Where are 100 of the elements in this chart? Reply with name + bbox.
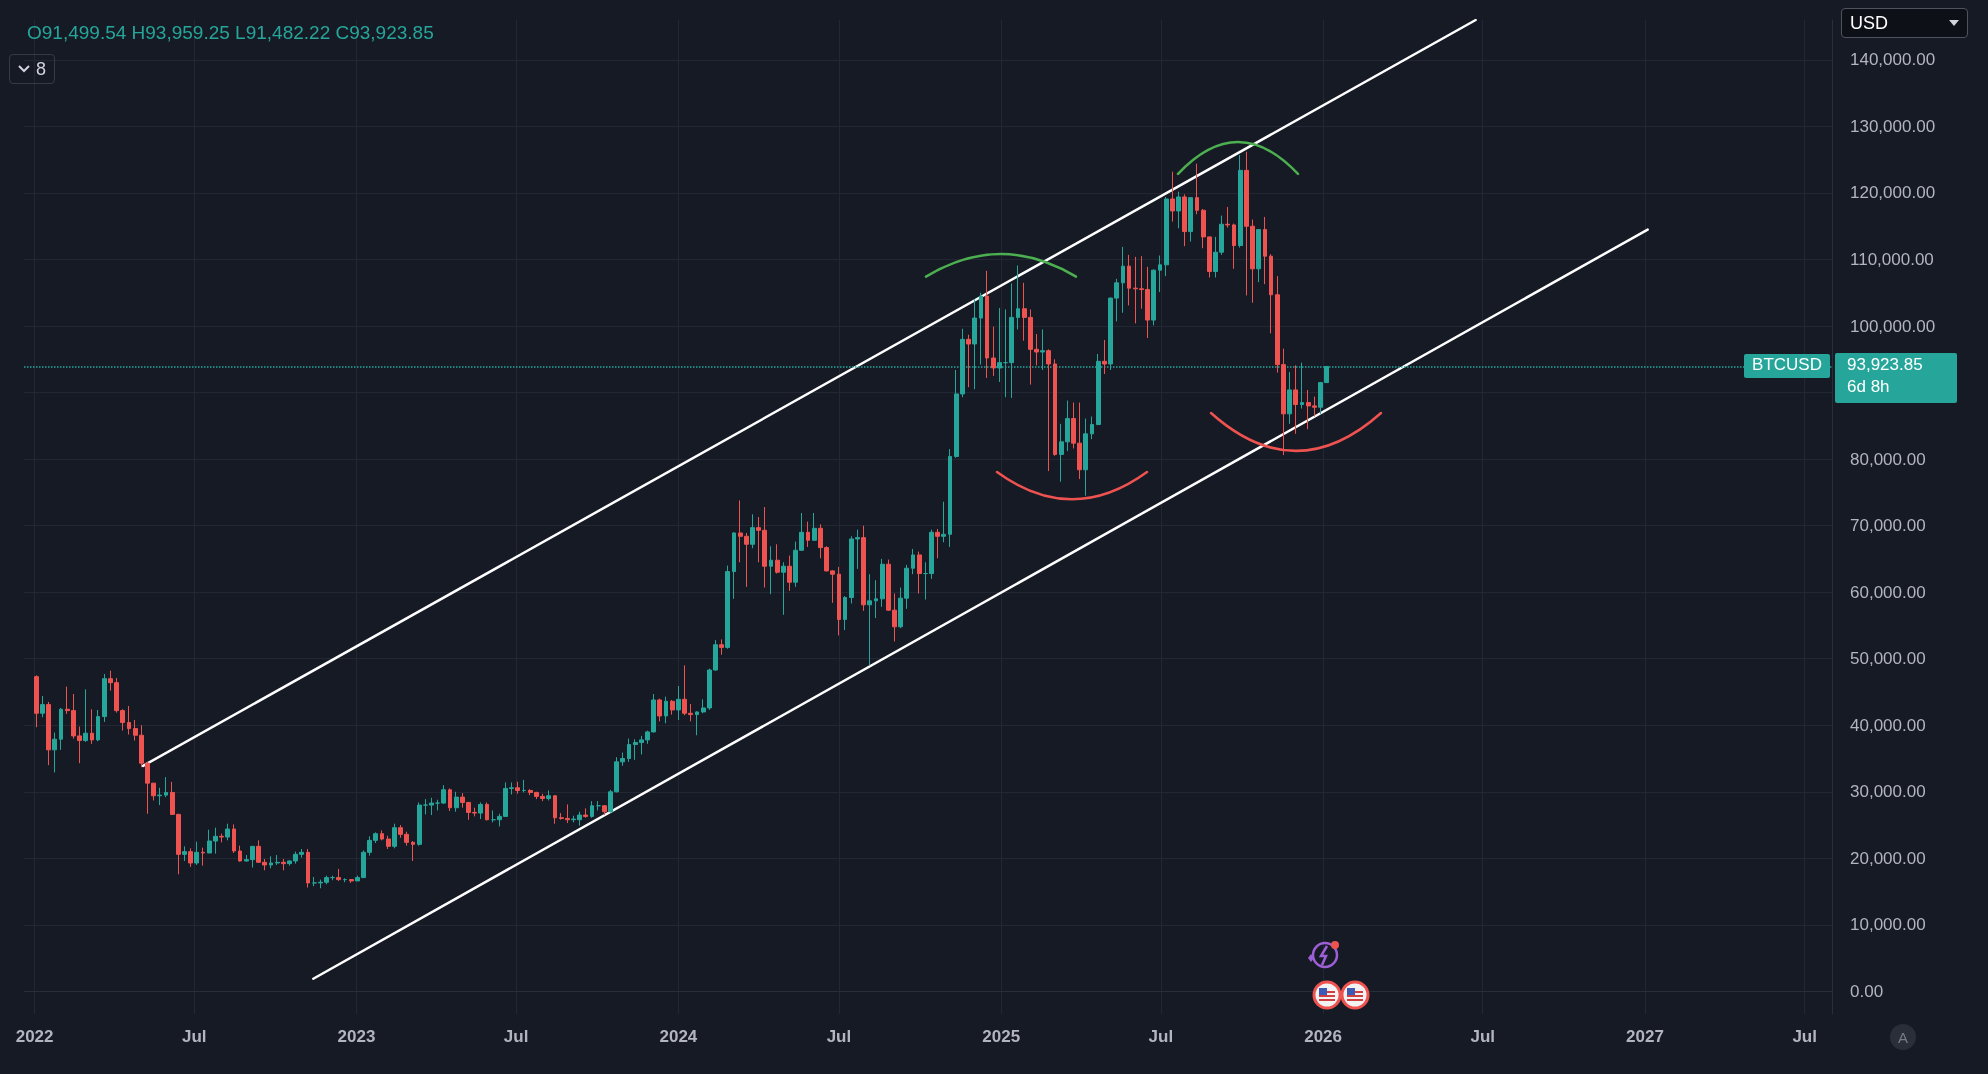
candlestick bbox=[880, 558, 885, 608]
candlestick bbox=[590, 800, 594, 819]
candlestick bbox=[935, 528, 940, 559]
candlestick bbox=[991, 326, 996, 377]
y-tick-label: 80,000.00 bbox=[1850, 449, 1926, 469]
candlestick bbox=[911, 548, 915, 575]
candlestick bbox=[874, 579, 878, 619]
candlestick bbox=[96, 709, 100, 742]
candlestick bbox=[1232, 223, 1236, 270]
candlestick bbox=[1263, 216, 1267, 285]
candlestick bbox=[1164, 196, 1169, 277]
candlestick bbox=[670, 699, 675, 716]
candlestick bbox=[194, 841, 199, 866]
candlestick bbox=[83, 688, 88, 743]
text: USD bbox=[1850, 12, 1889, 34]
candlestick bbox=[787, 555, 792, 592]
candlestick bbox=[941, 501, 946, 543]
candlestick bbox=[775, 543, 780, 575]
candlestick bbox=[225, 823, 230, 841]
candlestick bbox=[1182, 193, 1187, 247]
candlestick bbox=[1225, 206, 1230, 229]
candlestick bbox=[515, 781, 520, 795]
candlestick bbox=[188, 847, 193, 868]
candlestick bbox=[281, 858, 286, 871]
x-tick-label: 2027 bbox=[1626, 1027, 1664, 1046]
candlestick bbox=[1121, 246, 1125, 314]
candlestick bbox=[1046, 348, 1051, 472]
candlestick bbox=[34, 674, 39, 728]
candlestick bbox=[1195, 163, 1199, 215]
candlestick bbox=[1170, 171, 1175, 223]
candlestick bbox=[583, 807, 588, 819]
candlestick bbox=[182, 845, 187, 862]
ref-line-label: BTCUSD bbox=[1752, 355, 1822, 375]
candlestick bbox=[719, 638, 724, 656]
y-tick-label: 30,000.00 bbox=[1850, 782, 1926, 802]
candlestick bbox=[232, 823, 236, 854]
candlestick bbox=[1256, 229, 1261, 283]
y-tick-label: 50,000.00 bbox=[1850, 649, 1926, 669]
candlestick bbox=[1269, 253, 1273, 334]
candlestick bbox=[102, 673, 107, 723]
candlestick bbox=[985, 270, 989, 379]
candlestick bbox=[1151, 269, 1156, 326]
candlestick bbox=[201, 847, 205, 867]
candlestick bbox=[448, 787, 452, 812]
x-tick-label: 2026 bbox=[1304, 1027, 1343, 1046]
candlestick bbox=[1083, 418, 1088, 497]
candlestick bbox=[417, 801, 422, 847]
candlestick bbox=[602, 804, 607, 816]
candlestick bbox=[478, 801, 483, 820]
y-tick-label: 110,000.00 bbox=[1850, 250, 1934, 270]
candlestick bbox=[546, 789, 551, 801]
candlestick bbox=[59, 707, 63, 751]
candlestick bbox=[52, 732, 57, 773]
candlestick bbox=[966, 334, 971, 388]
candlestick bbox=[948, 448, 952, 548]
y-tick-label: 130,000.00 bbox=[1850, 116, 1936, 136]
x-tick-label: 2023 bbox=[337, 1027, 376, 1046]
candlestick bbox=[1287, 371, 1292, 425]
candlestick bbox=[837, 566, 841, 636]
candlestick bbox=[750, 513, 755, 549]
candlestick bbox=[306, 848, 310, 889]
candlestick bbox=[275, 854, 280, 866]
text: 6d 8h bbox=[1847, 377, 1890, 397]
candlestick bbox=[485, 801, 489, 821]
candlestick bbox=[238, 845, 242, 863]
y-tick-label: 60,000.00 bbox=[1850, 582, 1926, 602]
x-tick-label: Jul bbox=[1148, 1027, 1174, 1046]
candlestick bbox=[1188, 197, 1193, 243]
candlestick bbox=[157, 787, 162, 806]
chart-title: O91,499.54 H93,959.25 L91,482.22 C93,923.85 bbox=[27, 22, 434, 43]
candlestick bbox=[380, 829, 384, 841]
candlestick bbox=[1102, 339, 1107, 375]
y-tick-label: 20,000.00 bbox=[1850, 848, 1926, 868]
x-tick-label: 2022 bbox=[15, 1027, 54, 1046]
x-tick-label: Jul bbox=[181, 1027, 207, 1046]
candlestick bbox=[657, 698, 662, 722]
annotation: 8 bbox=[36, 58, 47, 80]
candlestick bbox=[843, 595, 847, 631]
candlestick bbox=[695, 710, 699, 736]
candlestick bbox=[1176, 191, 1181, 229]
x-tick-label: 2025 bbox=[982, 1027, 1021, 1046]
candlestick bbox=[627, 738, 631, 763]
candlestick bbox=[522, 779, 526, 793]
candlestick bbox=[386, 835, 391, 850]
candlestick bbox=[349, 878, 354, 884]
candlestick bbox=[676, 685, 681, 721]
candlestick bbox=[1127, 254, 1131, 306]
candlestick bbox=[806, 521, 810, 548]
y-tick-label: 70,000.00 bbox=[1850, 516, 1926, 536]
candlestick bbox=[725, 565, 730, 650]
x-tick-label: Jul bbox=[503, 1027, 529, 1046]
text: A bbox=[1897, 1028, 1908, 1046]
candlestick bbox=[1053, 358, 1057, 457]
candlestick bbox=[336, 868, 341, 882]
candlestick bbox=[1090, 416, 1094, 440]
candlestick bbox=[90, 708, 94, 745]
y-tick-label: 120,000.00 bbox=[1850, 183, 1936, 203]
candlestick bbox=[917, 551, 922, 595]
candlestick bbox=[979, 292, 983, 366]
y-tick-label: 0.00 bbox=[1850, 981, 1884, 1001]
